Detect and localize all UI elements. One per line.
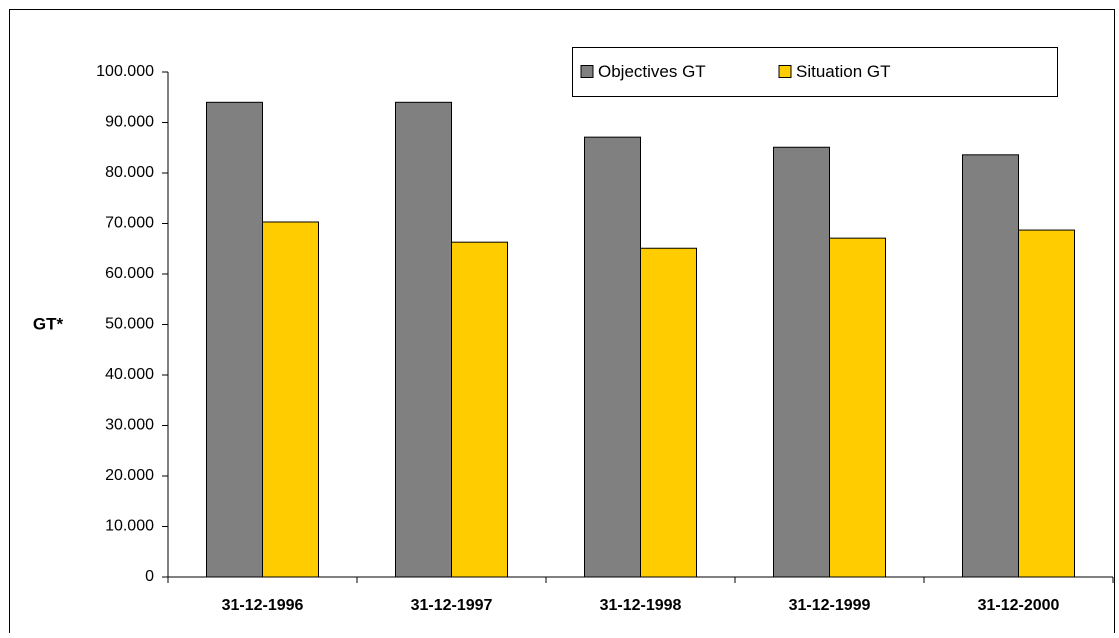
y-tick-label: 0	[145, 568, 154, 585]
bar	[206, 101, 263, 578]
y-tick-label: 60.000	[105, 265, 154, 282]
y-tick-label: 30.000	[105, 417, 154, 434]
legend-swatch	[778, 65, 792, 78]
chart-border	[9, 9, 1115, 638]
legend-box	[572, 47, 1058, 97]
x-tick-label: 31-12-1998	[600, 597, 682, 614]
x-tick-label: 31-12-2000	[978, 597, 1060, 614]
bar	[395, 101, 452, 578]
bar	[262, 221, 319, 578]
x-tick-label: 31-12-1997	[411, 597, 493, 614]
y-tick-label: 70.000	[105, 215, 154, 232]
y-tick-label: 100.000	[96, 63, 154, 80]
y-tick-label: 90.000	[105, 114, 154, 131]
legend-label: Situation GT	[796, 62, 891, 81]
x-tick-label: 31-12-1999	[789, 597, 871, 614]
bar	[640, 247, 697, 578]
y-tick-label: 10.000	[105, 518, 154, 535]
y-tick-label: 50.000	[105, 316, 154, 333]
bar	[962, 154, 1019, 578]
y-axis-label: GT*	[33, 314, 64, 333]
bar	[773, 146, 830, 578]
y-tick-label: 20.000	[105, 467, 154, 484]
y-tick-label: 80.000	[105, 164, 154, 181]
bar	[829, 237, 886, 578]
legend-swatch	[580, 65, 594, 78]
bar	[584, 136, 641, 578]
legend-label: Objectives GT	[598, 62, 706, 81]
bar	[1018, 229, 1075, 578]
x-tick-label: 31-12-1996	[222, 597, 304, 614]
bar	[451, 241, 508, 578]
y-tick-label: 40.000	[105, 366, 154, 383]
